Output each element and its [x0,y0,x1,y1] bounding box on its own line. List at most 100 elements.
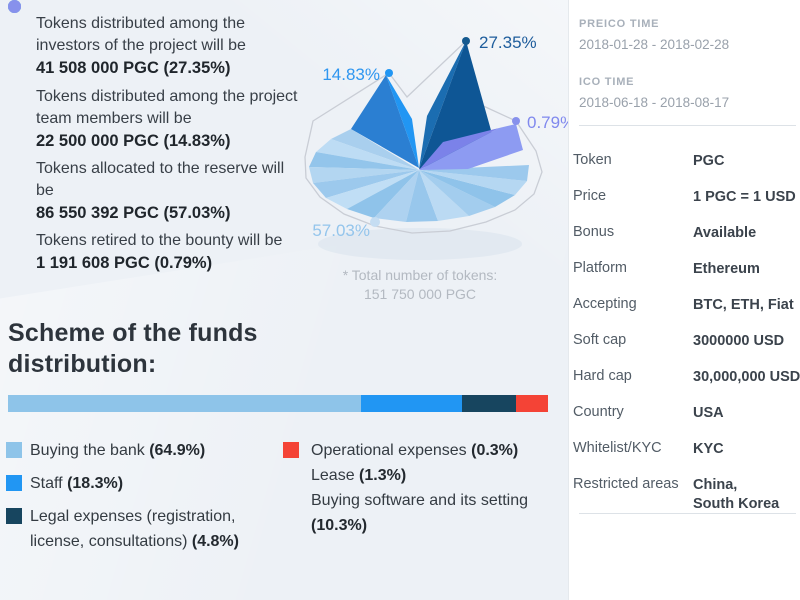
legend-label: Staff [30,475,68,492]
legend-swatch [283,442,299,458]
label-dot-reserve [370,217,380,227]
bar-segment-other-expenses [516,395,548,412]
legend-value: (18.3%) [67,475,124,492]
row-label: Hard cap [573,368,632,384]
row-value: Available [693,225,757,241]
title-line: distribution: [8,350,157,378]
row-value: 1 PGC = 1 USD [693,189,796,205]
row-label: Soft cap [573,332,627,348]
pie-label-reserve: 57.03% [312,221,370,240]
row-label: Bonus [573,224,615,240]
row-label: Price [573,188,607,204]
row-label: Whitelist/KYC [573,440,662,456]
legend-item-buying-bank: Buying the bank (64.9%) [0,438,280,463]
item-value: 41 508 000 PGC (27.35%) [36,59,231,77]
pie-label-investors: 27.35% [479,33,537,52]
total-tokens-note: * Total number of tokens: 151 750 000 PG… [320,266,520,304]
legend-label: Lease [311,467,360,484]
item-text: be [36,182,54,199]
panel-divider [579,125,796,126]
label-dot-team [385,69,393,77]
pie-segment-reserve [309,129,529,222]
panel-divider [579,513,796,514]
funds-legend-left: Buying the bank (64.9%) Staff (18.3%) Le… [0,438,280,562]
funds-stacked-bar [8,395,548,412]
bar-segment-legal-software [461,395,517,412]
token-distribution-chart: 27.35% 14.83% 0.79% 57.03% [304,33,570,260]
item-value: 86 550 392 PGC (57.03%) [36,204,231,222]
row-label: Platform [573,260,627,276]
row-value-line: China, [693,477,738,493]
preico-time-dates: 2018-01-28 - 2018-02-28 [579,37,730,52]
bar-segment-staff [361,395,462,412]
item-text: Tokens distributed among the project [36,88,298,105]
list-item-team: Tokens distributed among the project tea… [36,86,297,153]
row-value: USA [693,405,724,421]
funds-section-title: Scheme of the funds distribution: [8,318,258,380]
row-value: Ethereum [693,261,760,277]
item-value: 1 191 608 PGC (0.79%) [36,254,213,272]
legend-value: (64.9%) [149,442,206,459]
row-value: PGC [693,153,725,169]
note-line: 151 750 000 PGC [363,286,477,302]
legend-swatch [6,508,22,524]
bar-segment-buying-bank [8,395,362,412]
legend-item-staff: Staff (18.3%) [0,471,280,496]
item-text: Tokens allocated to the reserve will [36,160,285,177]
row-value: 30,000,000 USD [693,369,800,385]
funds-legend-right: Operational expenses (0.3%) Lease (1.3%)… [283,438,563,546]
legend-value: (1.3%) [359,467,407,484]
legend-label: Operational expenses [311,442,472,459]
ico-time-label: ICO TIME [579,76,635,88]
legend-value: (4.8%) [191,533,239,550]
legend-value: (0.3%) [471,442,519,459]
label-dot-bounty [512,117,520,125]
bullet-dot-bounty [8,0,21,13]
legend-text: Legal expenses (registration, [30,504,280,529]
label-dot-investors [462,37,470,45]
note-line: * Total number of tokens: [342,267,498,283]
row-value: KYC [693,441,724,457]
row-label: Restricted areas [573,476,679,492]
row-label: Accepting [573,296,637,312]
list-item-reserve: Tokens allocated to the reserve will be … [36,158,284,225]
legend-label: Legal expenses (registration, [30,508,236,525]
pie-segment-bounty [419,124,523,170]
row-value: 3000000 USD [693,333,785,349]
title-line: Scheme of the funds [8,319,258,347]
legend-label: Buying software and its setting [311,492,529,509]
ico-time-dates: 2018-06-18 - 2018-08-17 [579,95,730,110]
legend-text: Operational expenses (0.3%) [311,438,563,463]
legend-swatch [6,442,22,458]
chart-shadow [318,228,522,260]
legend-label: license, consultations) [30,533,192,550]
pie-segment-team [351,75,419,168]
item-text: investors of the project will be [36,37,246,54]
row-label: Token [573,152,612,168]
legend-text: Buying the bank (64.9%) [30,438,280,463]
legend-swatch [6,475,22,491]
row-value: BTC, ETH, Fiat [693,297,794,313]
legend-text: Staff (18.3%) [30,471,280,496]
legend-text: (10.3%) [311,513,563,538]
pie-label-team: 14.83% [322,65,380,84]
legend-item-operational-expenses: Operational expenses (0.3%) Lease (1.3%)… [283,438,563,538]
item-text: Tokens retired to the bounty will be [36,232,283,249]
list-item-bounty: Tokens retired to the bounty will be 1 1… [36,230,282,275]
row-value-line: South Korea [693,496,780,512]
legend-item-legal-expenses: Legal expenses (registration, license, c… [0,504,280,554]
legend-label: Buying the bank [30,442,150,459]
row-value: China, South Korea [693,476,779,514]
row-label: Country [573,404,624,420]
ico-info-panel: PREICO TIME 2018-01-28 - 2018-02-28 ICO … [568,0,800,600]
item-text: Tokens distributed among the [36,15,246,32]
legend-text: Buying software and its setting [311,488,563,513]
item-text: team members will be [36,110,192,127]
legend-text: license, consultations) (4.8%) [30,529,280,554]
list-item-investors: Tokens distributed among the investors o… [36,13,246,80]
pie-label-bounty: 0.79% [527,113,570,132]
legend-text: Lease (1.3%) [311,463,563,488]
legend-value: (10.3%) [311,517,368,534]
item-value: 22 500 000 PGC (14.83%) [36,132,231,150]
preico-time-label: PREICO TIME [579,18,660,30]
